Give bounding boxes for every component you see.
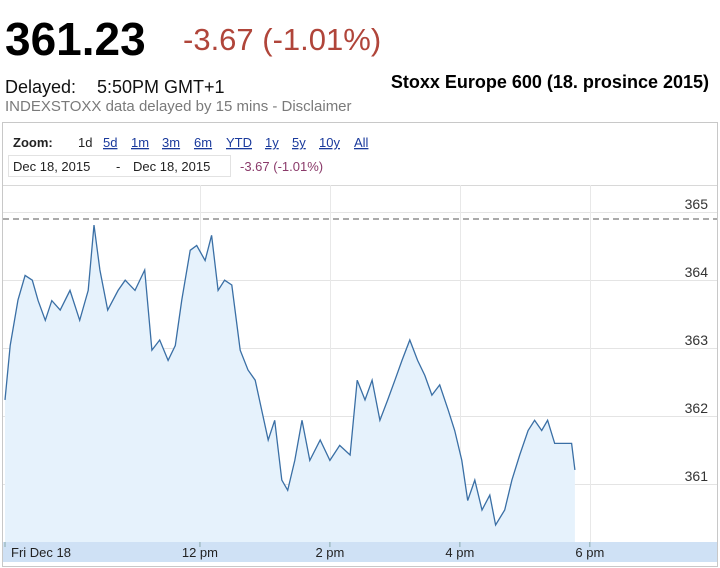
y-tick-label: 364 <box>685 264 709 280</box>
x-axis-band <box>3 542 717 562</box>
zoom-option[interactable]: 1y <box>265 135 279 150</box>
price: 361.23 <box>5 13 146 65</box>
zoom-option[interactable]: 10y <box>319 135 340 150</box>
source-note: INDEXSTOXX data delayed by 15 mins - Dis… <box>5 98 352 115</box>
range-box <box>8 155 231 177</box>
price-change: -3.67 (-1.01%) <box>183 22 381 57</box>
plot-area: 361 362 363 364 365 Fri Dec 18 12 pm 2 pm 4 pm 6 … <box>3 185 717 562</box>
chart-title: Stoxx Europe 600 (18. prosince 2015) <box>391 72 709 92</box>
zoom-option[interactable]: 5d <box>103 135 117 150</box>
zoom-option[interactable]: All <box>354 135 369 150</box>
zoom-option: 1d <box>78 135 92 150</box>
zoom-label: Zoom: <box>13 135 53 150</box>
delayed-label: Delayed: <box>5 77 76 97</box>
x-tick-label: 12 pm <box>182 545 218 560</box>
quote-time: 5:50PM GMT+1 <box>97 77 225 97</box>
range-to: Dec 18, 2015 <box>133 159 210 174</box>
range-change: -3.67 (-1.01%) <box>240 159 323 174</box>
zoom-option[interactable]: 3m <box>162 135 180 150</box>
y-tick-label: 363 <box>685 332 709 348</box>
x-tick-label: 6 pm <box>575 545 604 560</box>
x-tick-label: 2 pm <box>315 545 344 560</box>
y-tick-label: 365 <box>685 196 709 212</box>
price-line <box>4 225 576 527</box>
range-from: Dec 18, 2015 <box>13 159 90 174</box>
zoom-option[interactable]: 1m <box>131 135 149 150</box>
x-tick-label: Fri Dec 18 <box>11 545 71 560</box>
zoom-option[interactable]: YTD <box>226 135 252 150</box>
zoom-option[interactable]: 5y <box>292 135 306 150</box>
range-separator: - <box>116 159 120 174</box>
y-tick-label: 362 <box>685 400 709 416</box>
x-tick-label: 4 pm <box>445 545 474 560</box>
y-tick-label: 361 <box>685 468 709 484</box>
zoom-option[interactable]: 6m <box>194 135 212 150</box>
